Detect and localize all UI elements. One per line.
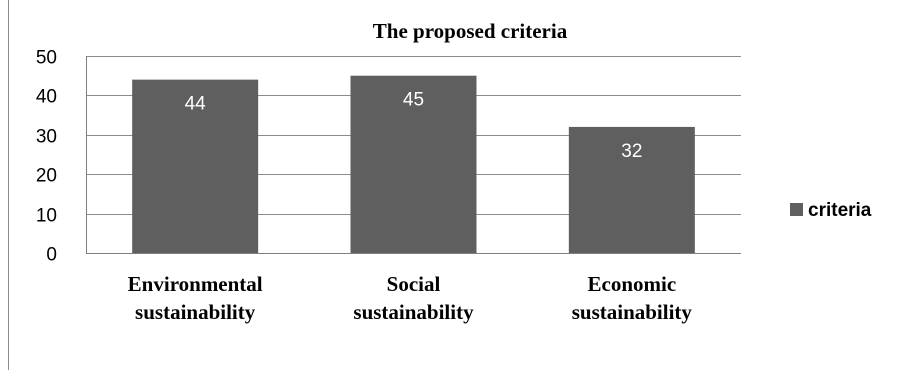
y-tick-label: 30 — [36, 127, 57, 148]
y-tick-label: 40 — [36, 87, 57, 108]
bar — [350, 75, 477, 253]
legend: criteria — [790, 200, 872, 221]
x-category-label: sustainability — [353, 300, 474, 324]
bar — [132, 79, 259, 253]
x-category-label: Economic — [588, 272, 677, 296]
y-tick-label: 0 — [46, 245, 57, 266]
bar — [568, 126, 695, 253]
x-category-label: sustainability — [135, 300, 256, 324]
y-tick-label: 50 — [36, 48, 57, 69]
y-axis-tick-labels: 0 10 20 30 40 50 — [36, 48, 57, 266]
data-labels: 44 45 32 — [185, 90, 643, 162]
legend-swatch — [790, 203, 803, 216]
data-label: 45 — [403, 90, 424, 111]
legend-label-criteria: criteria — [808, 200, 872, 221]
data-label: 44 — [185, 94, 207, 115]
x-category-label: Social — [387, 272, 441, 296]
chart-title: The proposed criteria — [373, 19, 568, 43]
y-tick-label: 20 — [36, 166, 57, 187]
x-category-label: Environmental — [128, 272, 263, 296]
y-tick-label: 10 — [36, 206, 57, 227]
bars — [132, 75, 695, 253]
data-label: 32 — [621, 141, 642, 162]
x-category-label: sustainability — [572, 300, 693, 324]
x-axis-category-labels: Environmental sustainability Social sustain… — [128, 272, 693, 324]
